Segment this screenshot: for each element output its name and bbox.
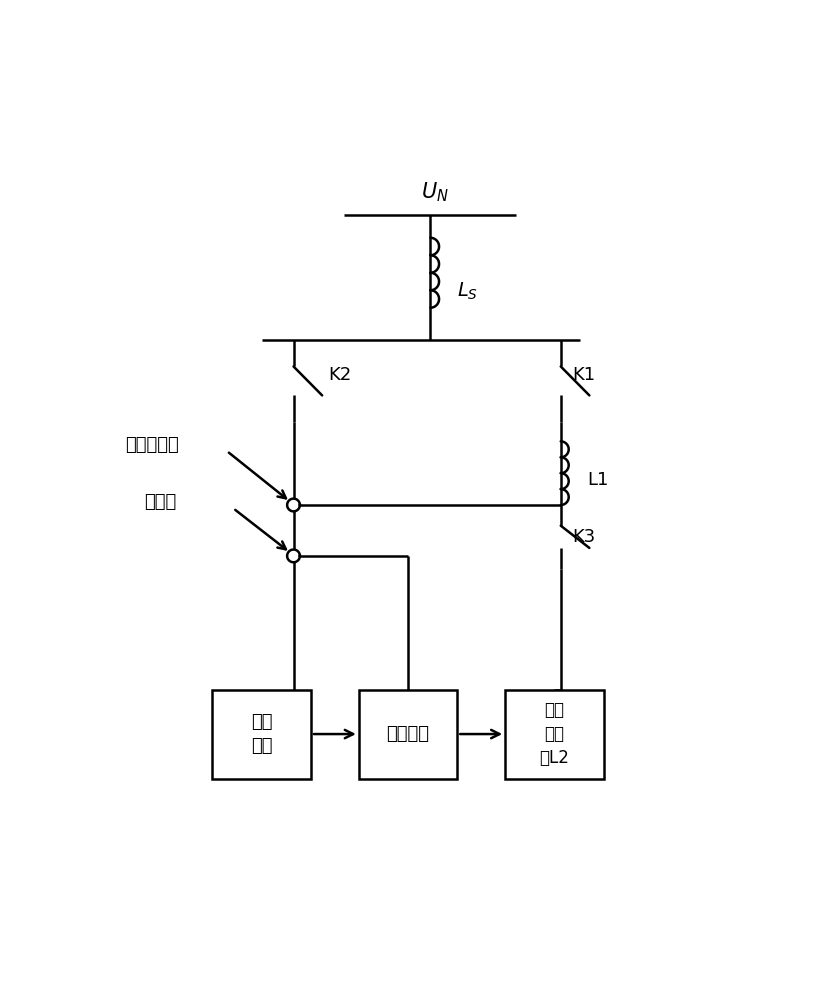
- Polygon shape: [287, 550, 300, 562]
- Polygon shape: [287, 499, 300, 511]
- Bar: [213, 690, 311, 779]
- Text: 控制系统: 控制系统: [387, 725, 429, 743]
- Text: 光伏
电站: 光伏 电站: [251, 713, 273, 755]
- Text: K2: K2: [328, 366, 351, 384]
- Text: L1: L1: [588, 471, 609, 489]
- Bar: [359, 690, 457, 779]
- Bar: [505, 690, 603, 779]
- Text: 光伏并网点: 光伏并网点: [125, 436, 179, 454]
- Text: K1: K1: [572, 366, 595, 384]
- Text: $L_S$: $L_S$: [457, 281, 478, 302]
- Text: 磁控
电抗
器L2: 磁控 电抗 器L2: [539, 701, 569, 767]
- Text: 测试点: 测试点: [144, 493, 177, 511]
- Text: $U_N$: $U_N$: [421, 180, 449, 204]
- Text: K3: K3: [572, 528, 595, 546]
